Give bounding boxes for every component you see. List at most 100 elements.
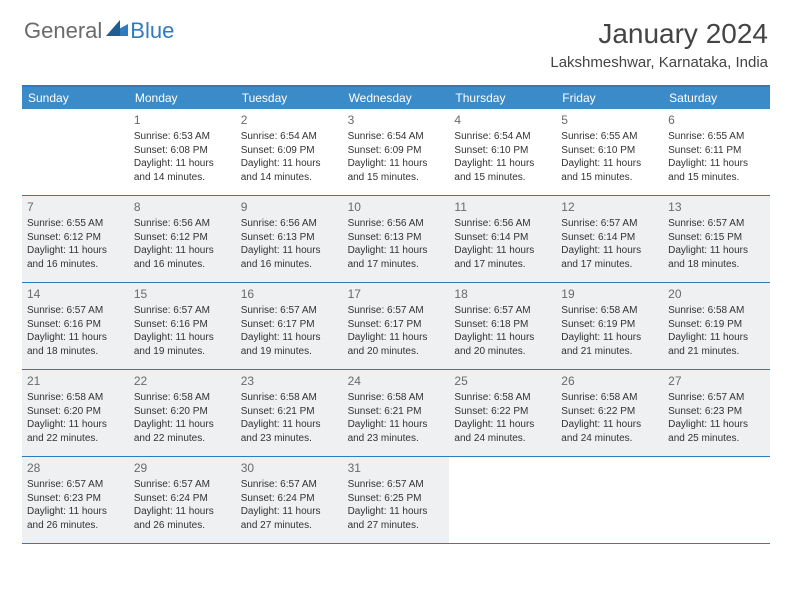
day-number: 10 [348, 199, 445, 215]
day-sunrise: Sunrise: 6:55 AM [668, 130, 765, 144]
day-day2: and 20 minutes. [348, 345, 445, 359]
day-cell: 6 Sunrise: 6:55 AMSunset: 6:11 PMDaylight… [663, 109, 770, 195]
day-sunrise: Sunrise: 6:57 AM [134, 478, 231, 492]
day-cell: 12Sunrise: 6:57 AMSunset: 6:14 PMDayligh… [556, 196, 663, 282]
day-cell: 15Sunrise: 6:57 AMSunset: 6:16 PMDayligh… [129, 283, 236, 369]
day-cell [449, 457, 556, 543]
day-cell: 16Sunrise: 6:57 AMSunset: 6:17 PMDayligh… [236, 283, 343, 369]
day-cell: 27Sunrise: 6:57 AMSunset: 6:23 PMDayligh… [663, 370, 770, 456]
day-day1: Daylight: 11 hours [134, 331, 231, 345]
day-number: 16 [241, 286, 338, 302]
day-sunrise: Sunrise: 6:58 AM [134, 391, 231, 405]
calendar: SundayMondayTuesdayWednesdayThursdayFrid… [22, 85, 770, 544]
day-sunrise: Sunrise: 6:56 AM [348, 217, 445, 231]
day-number: 7 [27, 199, 124, 215]
day-cell [22, 109, 129, 195]
day-sunrise: Sunrise: 6:58 AM [348, 391, 445, 405]
day-sunset: Sunset: 6:24 PM [241, 492, 338, 506]
day-cell: 29Sunrise: 6:57 AMSunset: 6:24 PMDayligh… [129, 457, 236, 543]
day-cell [663, 457, 770, 543]
day-day2: and 23 minutes. [348, 432, 445, 446]
day-day2: and 15 minutes. [668, 171, 765, 185]
day-sunrise: Sunrise: 6:53 AM [134, 130, 231, 144]
week-row: 21Sunrise: 6:58 AMSunset: 6:20 PMDayligh… [22, 370, 770, 457]
day-cell: 2Sunrise: 6:54 AMSunset: 6:09 PMDaylight… [236, 109, 343, 195]
day-day2: and 27 minutes. [348, 519, 445, 533]
day-number: 8 [134, 199, 231, 215]
week-row: 7 Sunrise: 6:55 AMSunset: 6:12 PM Daylight… [22, 196, 770, 283]
day-day1: Daylight: 11 hours [348, 331, 445, 345]
day-number: 2 [241, 112, 338, 128]
day-sunrise: Sunrise: 6:55 AM [561, 130, 658, 144]
day-number: 22 [134, 373, 231, 389]
day-sunset: Sunset: 6:21 PM [348, 405, 445, 419]
day-day1: Daylight: 11 hours [348, 418, 445, 432]
day-cell: 14Sunrise: 6:57 AMSunset: 6:16 PMDayligh… [22, 283, 129, 369]
day-number: 23 [241, 373, 338, 389]
day-sunset: Sunset: 6:18 PM [454, 318, 551, 332]
day-sunset: Sunset: 6:08 PM [134, 144, 231, 158]
day-sunset: Sunset: 6:22 PM [561, 405, 658, 419]
day-day1: Daylight: 11 hours [134, 244, 231, 258]
day-day2: and 15 minutes. [348, 171, 445, 185]
day-cell: 19Sunrise: 6:58 AMSunset: 6:19 PMDayligh… [556, 283, 663, 369]
day-day1: Daylight: 11 hours [241, 505, 338, 519]
day-sunset: Sunset: 6:17 PM [348, 318, 445, 332]
day-sunset: Sunset: 6:12 PM [27, 231, 124, 245]
day-cell: 1Sunrise: 6:53 AMSunset: 6:08 PMDaylight… [129, 109, 236, 195]
day-sunset: Sunset: 6:11 PM [668, 144, 765, 158]
day-day1: Daylight: 11 hours [668, 157, 765, 171]
day-sunset: Sunset: 6:14 PM [561, 231, 658, 245]
week-row: 28Sunrise: 6:57 AMSunset: 6:23 PMDayligh… [22, 457, 770, 544]
weekday-header: Monday [129, 87, 236, 109]
day-day1: Daylight: 11 hours [454, 157, 551, 171]
week-row: 14Sunrise: 6:57 AMSunset: 6:16 PMDayligh… [22, 283, 770, 370]
day-number: 31 [348, 460, 445, 476]
day-day1: Daylight: 11 hours [241, 331, 338, 345]
weekday-header: Friday [556, 87, 663, 109]
day-number: 4 [454, 112, 551, 128]
day-sunrise: Sunrise: 6:55 AM [27, 217, 124, 231]
day-cell: 3Sunrise: 6:54 AMSunset: 6:09 PMDaylight… [343, 109, 450, 195]
day-cell [556, 457, 663, 543]
day-number: 19 [561, 286, 658, 302]
day-day2: and 16 minutes. [134, 258, 231, 272]
day-number: 27 [668, 373, 765, 389]
day-sunrise: Sunrise: 6:58 AM [561, 391, 658, 405]
day-day1: Daylight: 11 hours [668, 244, 765, 258]
day-cell: 5Sunrise: 6:55 AMSunset: 6:10 PMDaylight… [556, 109, 663, 195]
day-sunrise: Sunrise: 6:56 AM [134, 217, 231, 231]
day-sunrise: Sunrise: 6:57 AM [241, 304, 338, 318]
day-day2: and 14 minutes. [241, 171, 338, 185]
day-cell: 7Sunrise: 6:55 AMSunset: 6:12 PMDaylight… [22, 196, 129, 282]
day-number: 3 [348, 112, 445, 128]
day-number: 25 [454, 373, 551, 389]
day-sunrise: Sunrise: 6:57 AM [561, 217, 658, 231]
day-day1: Daylight: 11 hours [454, 418, 551, 432]
day-sunset: Sunset: 6:09 PM [241, 144, 338, 158]
day-cell: 10Sunrise: 6:56 AMSunset: 6:13 PMDayligh… [343, 196, 450, 282]
day-day1: Daylight: 11 hours [348, 157, 445, 171]
day-number: 6 [668, 112, 765, 128]
day-sunrise: Sunrise: 6:57 AM [241, 478, 338, 492]
day-day2: and 25 minutes. [668, 432, 765, 446]
day-day2: and 19 minutes. [241, 345, 338, 359]
day-number: 14 [27, 286, 124, 302]
day-number: 17 [348, 286, 445, 302]
day-cell: 26Sunrise: 6:58 AMSunset: 6:22 PMDayligh… [556, 370, 663, 456]
day-number: 24 [348, 373, 445, 389]
day-sunrise: Sunrise: 6:58 AM [561, 304, 658, 318]
day-day2: and 26 minutes. [134, 519, 231, 533]
calendar-body: 1Sunrise: 6:53 AMSunset: 6:08 PMDaylight… [22, 109, 770, 544]
day-sunrise: Sunrise: 6:58 AM [668, 304, 765, 318]
day-cell: 11Sunrise: 6:56 AMSunset: 6:14 PMDayligh… [449, 196, 556, 282]
day-cell: 21Sunrise: 6:58 AMSunset: 6:20 PMDayligh… [22, 370, 129, 456]
day-sunrise: Sunrise: 6:58 AM [27, 391, 124, 405]
day-cell: 4Sunrise: 6:54 AMSunset: 6:10 PMDaylight… [449, 109, 556, 195]
location-text: Lakshmeshwar, Karnataka, India [550, 54, 768, 71]
day-day1: Daylight: 11 hours [561, 157, 658, 171]
day-number: 11 [454, 199, 551, 215]
day-day2: and 19 minutes. [134, 345, 231, 359]
day-sunset: Sunset: 6:19 PM [668, 318, 765, 332]
day-sunrise: Sunrise: 6:56 AM [241, 217, 338, 231]
